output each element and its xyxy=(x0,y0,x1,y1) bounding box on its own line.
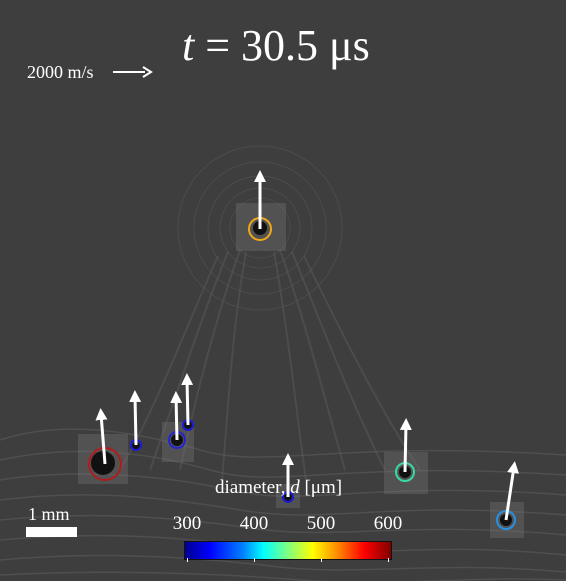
velocity-arrow xyxy=(129,390,142,446)
velocity-arrow xyxy=(95,408,108,465)
colorbar-title-prefix: diameter, xyxy=(215,477,291,498)
time-variable: t xyxy=(182,21,195,70)
colorbar-tick-label: 300 xyxy=(172,513,202,534)
colorbar-tickmark xyxy=(321,558,322,562)
time-value: = 30.5 μs xyxy=(194,21,370,70)
colorbar-title: diameter, d [μm] xyxy=(215,477,342,499)
colorbar-tick-label: 500 xyxy=(306,513,336,534)
velocity-arrow xyxy=(504,461,520,521)
velocity-arrows xyxy=(95,170,520,521)
length-scale-label: 1 mm xyxy=(28,504,70,524)
colorbar-tickmark xyxy=(187,558,188,562)
colorbar xyxy=(184,541,392,560)
velocity-arrow xyxy=(170,391,183,441)
velocity-arrow xyxy=(181,373,194,426)
colorbar-tickmark xyxy=(388,558,389,562)
velocity-arrow xyxy=(399,418,412,473)
colorbar-title-var: d xyxy=(290,477,300,498)
colorbar-tick-label: 400 xyxy=(239,513,269,534)
speed-scale-arrow xyxy=(113,66,153,78)
length-scale-bar xyxy=(26,527,77,537)
speed-scale-label: 2000 m/s xyxy=(27,62,94,82)
colorbar-tickmark xyxy=(254,558,255,562)
colorbar-title-unit: [μm] xyxy=(299,477,343,498)
colorbar-tick-label: 600 xyxy=(373,513,403,534)
time-label: t = 30.5 μs xyxy=(182,24,370,68)
